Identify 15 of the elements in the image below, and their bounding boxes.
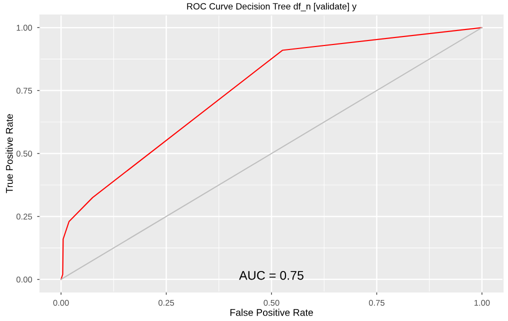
y-tick-label: 0.25: [16, 214, 32, 220]
x-tick-label: 0.50: [264, 300, 280, 306]
y-tick-label: 0.50: [16, 150, 32, 157]
y-tick-label: 0.00: [16, 276, 32, 283]
y-tick-label: 1.00: [16, 24, 32, 31]
x-tick-label: 0.25: [158, 300, 174, 306]
chart-title: ROC Curve Decision Tree df_n [validate] y: [187, 2, 357, 12]
x-tick-label: 1.00: [474, 300, 490, 306]
annotation: AUC = 0.75: [239, 270, 304, 280]
y-tick-label: 0.75: [16, 88, 32, 94]
x-tick-label: 0.00: [53, 300, 69, 306]
line-series: [60, 27, 483, 280]
x-axis-title: False Positive Rate: [230, 308, 313, 316]
y-axis-title: True Positive Rate: [6, 114, 13, 194]
x-tick-label: 0.75: [368, 300, 384, 306]
